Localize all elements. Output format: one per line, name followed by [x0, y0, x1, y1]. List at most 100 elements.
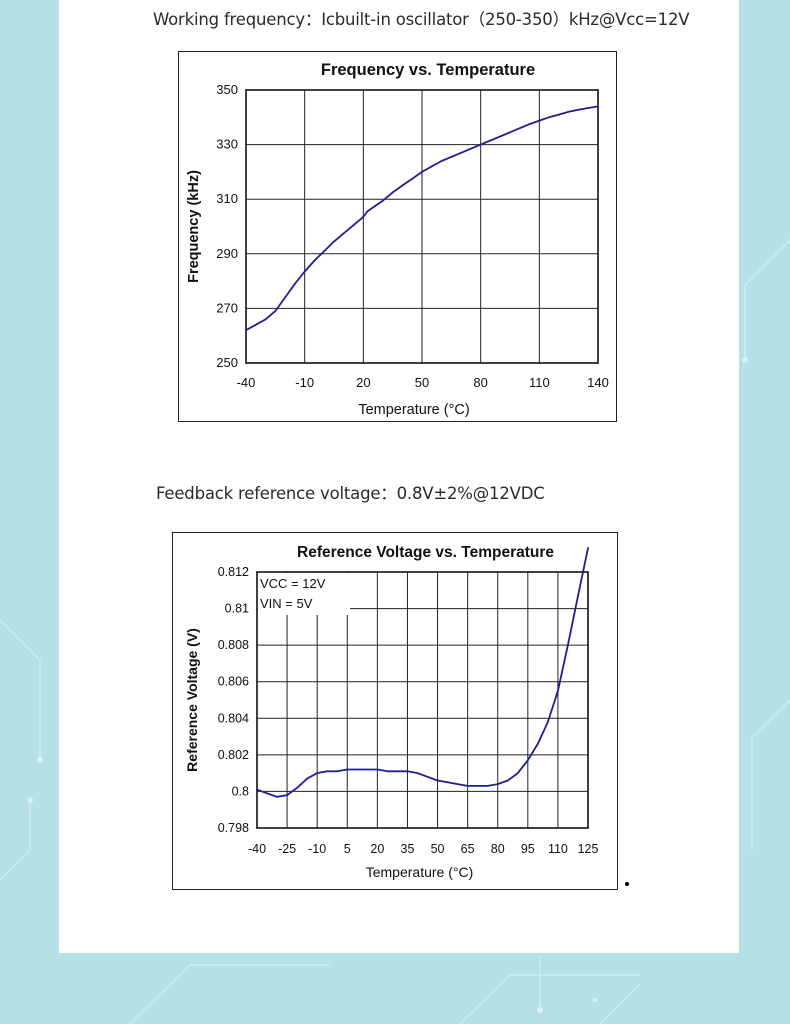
chart-1-data-point — [382, 199, 384, 202]
chart-2-ytick-label: 0.808 — [218, 638, 249, 652]
chart-2-data-point — [536, 743, 539, 745]
chart-1-title: Frequency vs. Temperature — [321, 61, 535, 79]
condition-label: VIN = 5V — [260, 596, 313, 611]
chart-1-series-line — [245, 105, 599, 332]
chart-1-data-point — [597, 105, 599, 108]
chart-1-data-point — [303, 270, 306, 273]
chart-2-xtick-label: 5 — [344, 842, 351, 856]
chart-2-ytick-label: 0.804 — [218, 711, 249, 725]
chart-2-x-axis-label: Temperature (°C) — [366, 864, 474, 880]
condition-label: VCC = 12V — [260, 576, 326, 591]
reference-voltage-chart: Reference Voltage vs. Temperature -40 -25-… — [172, 532, 618, 890]
chart-1-x-axis-label: Temperature (°C) — [358, 402, 469, 418]
chart-1-data-point — [470, 147, 472, 150]
chart-2-data-point — [286, 794, 288, 796]
chart-2-data-point — [587, 547, 589, 550]
chart-2-data-point — [547, 721, 549, 723]
stray-dot — [625, 882, 629, 886]
chart-2-plot-frame — [256, 571, 589, 829]
chart-1-y-axis-label: Frequency (kHz) — [186, 170, 202, 283]
chart-2-ytick-label: 0.802 — [218, 748, 249, 762]
chart-2-data-point — [577, 594, 579, 597]
chart-2-data-point — [366, 768, 369, 771]
chart-1-xtick-label: 20 — [356, 375, 370, 390]
reference-voltage-chart-svg: Reference Voltage vs. Temperature -40 -25-… — [184, 544, 598, 880]
chart-1-data-point — [479, 143, 482, 146]
chart-2-data-point — [486, 785, 489, 787]
chart-1-data-point — [548, 116, 550, 119]
chart-2-data-point — [466, 785, 469, 787]
chart-2-data-point — [416, 772, 419, 774]
chart-1-data-point — [460, 151, 462, 154]
chart-1-data-point — [411, 177, 414, 180]
frequency-chart-svg: Frequency vs. Temperature -40 -10 20 50 80 110… — [186, 61, 609, 418]
chart-1-data-point — [333, 240, 335, 243]
chart-2-ytick-label: 0.81 — [225, 602, 249, 616]
chart-1-ytick-label: 290 — [216, 246, 238, 261]
chart-1-xtick-label: 50 — [415, 375, 429, 390]
chart-2-data-point — [306, 777, 309, 780]
chart-1-data-point — [450, 156, 453, 158]
chart-1-data-point — [499, 135, 502, 138]
chart-1-ytick-label: 310 — [216, 191, 238, 206]
chart-2-xtick-label: 80 — [491, 842, 505, 856]
chart-1-ytick-label: 270 — [216, 300, 238, 315]
chart-1-data-point — [264, 318, 267, 321]
chart-2-data-point — [426, 775, 429, 778]
chart-1-data-point — [366, 210, 369, 213]
chart-2-data-point — [376, 768, 379, 771]
chart-1-xtick-label: 140 — [587, 375, 609, 390]
chart-2-series-line — [256, 547, 589, 798]
chart-1-data-point — [323, 250, 326, 253]
chart-1-xtick-label: -40 — [237, 375, 256, 390]
chart-1-data-point — [313, 259, 316, 262]
chart-2-xtick-label: 110 — [548, 842, 568, 856]
chart-2-data-point — [456, 783, 459, 785]
chart-1-data-point — [509, 131, 511, 134]
chart-1-data-point — [489, 139, 492, 142]
feedback-voltage-caption: Feedback reference voltage：0.8V±2%@12VDC — [156, 484, 545, 503]
chart-2-xtick-label: 35 — [401, 842, 415, 856]
chart-2-data-point — [266, 792, 268, 795]
chart-1-data-point — [577, 108, 580, 111]
frequency-chart: Frequency vs. Temperature -40 -10 20 50 80 110… — [178, 51, 617, 422]
chart-1-data-point — [245, 329, 247, 332]
chart-1-data-point — [294, 282, 296, 285]
chart-2-data-point — [567, 644, 569, 646]
chart-2-data-point — [256, 788, 258, 791]
chart-2-data-point — [386, 770, 389, 773]
chart-1-plot-frame — [245, 89, 599, 364]
chart-1-xtick-label: 80 — [473, 375, 487, 390]
chart-1-ytick-label: 350 — [216, 82, 238, 97]
chart-1-data-point — [518, 127, 521, 130]
chart-2-xtick-label: -25 — [278, 842, 296, 856]
chart-2-data-point — [316, 772, 319, 774]
chart-2-xtick-label: -10 — [308, 842, 326, 856]
chart-2-xtick-label: 50 — [431, 842, 445, 856]
chart-1-data-point — [401, 184, 404, 187]
chart-2-data-point — [336, 770, 339, 773]
chart-2-data-point — [396, 770, 399, 773]
chart-1-data-point — [391, 191, 394, 194]
chart-2-data-point — [446, 781, 449, 784]
chart-1-data-point — [342, 232, 345, 235]
chart-1-data-point — [587, 107, 590, 109]
chart-2-data-point — [506, 779, 509, 782]
chart-2-data-point — [346, 768, 349, 771]
chart-2-title: Reference Voltage vs. Temperature — [297, 544, 554, 561]
chart-2-data-point — [406, 770, 409, 773]
conditions-box — [258, 573, 350, 615]
chart-1-data-point — [372, 206, 374, 209]
chart-2-data-point — [356, 768, 359, 771]
chart-2-xtick-label: 20 — [370, 842, 384, 856]
chart-2-ytick-label: 0.8 — [232, 784, 249, 798]
chart-1-ytick-label: 330 — [216, 137, 238, 152]
chart-2-xtick-label: 65 — [461, 842, 475, 856]
chart-1-data-point — [352, 224, 355, 227]
chart-2-data-point — [296, 786, 298, 789]
chart-1-data-point — [558, 113, 560, 116]
chart-1-data-point — [284, 296, 286, 299]
chart-2-xtick-label: -40 — [248, 842, 266, 856]
chart-1-data-point — [274, 310, 277, 312]
